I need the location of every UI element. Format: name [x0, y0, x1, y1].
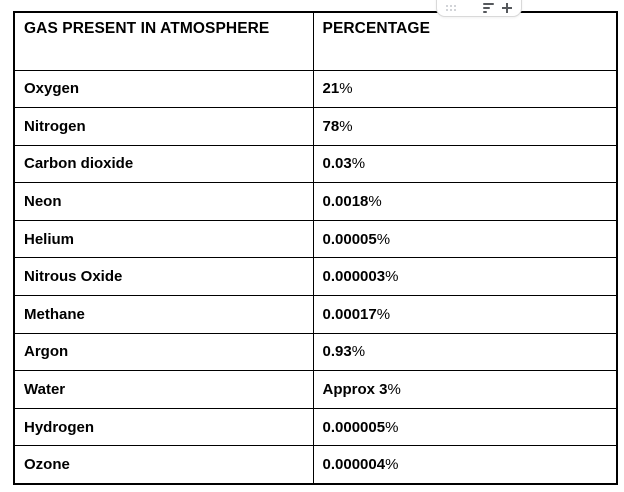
percentage-cell: 0.00005%	[312, 219, 618, 259]
table-row: Helium 0.00005%	[13, 219, 618, 259]
percentage-cell: 0.0018%	[312, 182, 618, 221]
table-row: Neon 0.0018%	[13, 182, 618, 221]
atmosphere-gas-table: GAS PRESENT IN ATMOSPHERE PERCENTAGE Oxy…	[13, 11, 618, 485]
drag-handle-icon[interactable]	[446, 4, 456, 11]
column-header-gas: GAS PRESENT IN ATMOSPHERE	[13, 11, 314, 71]
percentage-cell: 0.000003%	[312, 257, 618, 297]
table-row: Ozone 0.000004%	[13, 445, 618, 485]
percentage-cell: Approx 3%	[312, 370, 618, 409]
gas-name-cell: Oxygen	[13, 69, 314, 109]
plus-icon[interactable]	[502, 2, 512, 13]
percentage-cell: 0.03%	[312, 144, 618, 184]
gas-name-cell: Carbon dioxide	[13, 144, 314, 184]
table-row: Argon 0.93%	[13, 332, 618, 372]
table-row: Methane 0.00017%	[13, 295, 618, 334]
header-row: GAS PRESENT IN ATMOSPHERE PERCENTAGE	[13, 11, 618, 71]
percentage-cell: 21%	[312, 69, 618, 109]
sort-icon[interactable]	[483, 2, 494, 13]
gas-name-cell: Water	[13, 370, 314, 409]
gas-name-cell: Argon	[13, 332, 314, 372]
table-controls-toolbar	[436, 0, 522, 17]
gas-name-cell: Methane	[13, 295, 314, 334]
gas-name-cell: Nitrous Oxide	[13, 257, 314, 297]
table-row: Nitrous Oxide 0.000003%	[13, 257, 618, 297]
percentage-cell: 0.000004%	[312, 445, 618, 485]
gas-name-cell: Nitrogen	[13, 107, 314, 146]
gas-name-cell: Hydrogen	[13, 407, 314, 447]
gas-name-cell: Ozone	[13, 445, 314, 485]
toolbar-actions	[483, 2, 512, 13]
gas-name-cell: Neon	[13, 182, 314, 221]
percentage-cell: 78%	[312, 107, 618, 146]
table-row: Hydrogen 0.000005%	[13, 407, 618, 447]
table-row: Carbon dioxide 0.03%	[13, 144, 618, 184]
percentage-cell: 0.93%	[312, 332, 618, 372]
table-body: Oxygen 21% Nitrogen 78% Carbon dioxide 0…	[13, 69, 618, 485]
percentage-cell: 0.000005%	[312, 407, 618, 447]
table-row: Water Approx 3%	[13, 370, 618, 409]
column-header-percentage: PERCENTAGE	[312, 11, 618, 71]
table-row: Nitrogen 78%	[13, 107, 618, 146]
gas-name-cell: Helium	[13, 219, 314, 259]
table-row: Oxygen 21%	[13, 69, 618, 109]
percentage-cell: 0.00017%	[312, 295, 618, 334]
